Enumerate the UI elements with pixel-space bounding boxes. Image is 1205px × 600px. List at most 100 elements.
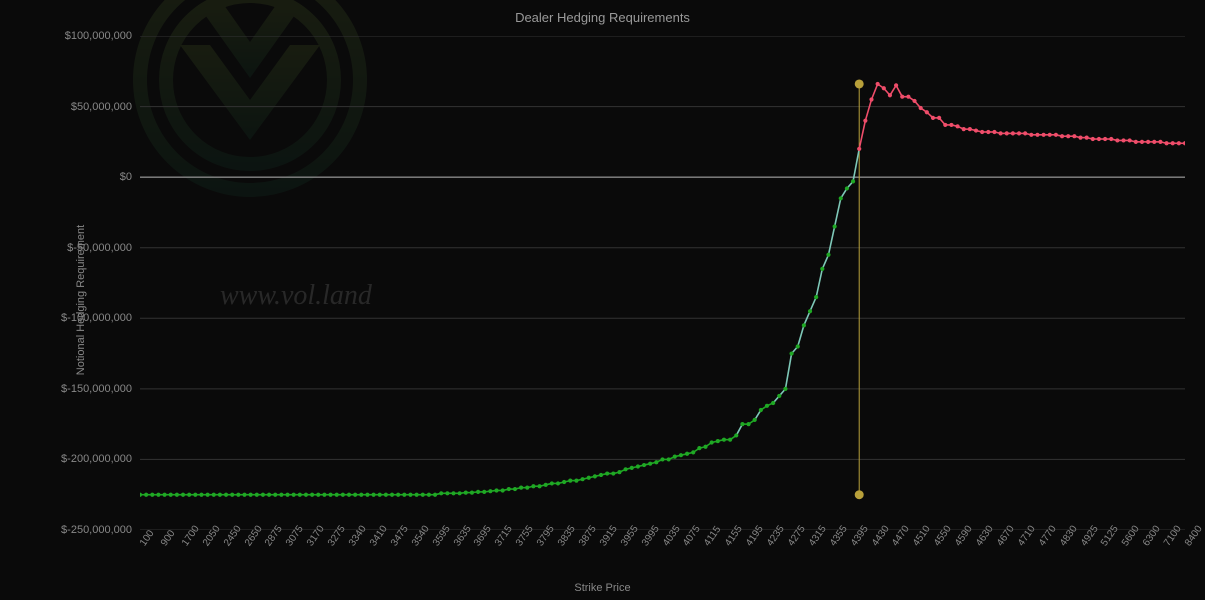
data-point[interactable] bbox=[421, 493, 425, 497]
data-point[interactable] bbox=[335, 493, 339, 497]
data-point[interactable] bbox=[488, 489, 492, 493]
data-point[interactable] bbox=[1085, 136, 1089, 140]
plot-area[interactable] bbox=[140, 36, 1185, 530]
data-point[interactable] bbox=[710, 440, 714, 444]
data-point[interactable] bbox=[568, 479, 572, 483]
data-point[interactable] bbox=[599, 473, 603, 477]
data-point[interactable] bbox=[1121, 138, 1125, 142]
data-point[interactable] bbox=[206, 493, 210, 497]
data-point[interactable] bbox=[1042, 133, 1046, 137]
data-point[interactable] bbox=[1171, 141, 1175, 145]
data-point[interactable] bbox=[943, 123, 947, 127]
data-point[interactable] bbox=[316, 493, 320, 497]
data-point[interactable] bbox=[605, 471, 609, 475]
data-point[interactable] bbox=[1035, 133, 1039, 137]
data-point[interactable] bbox=[310, 493, 314, 497]
data-point[interactable] bbox=[740, 422, 744, 426]
data-point[interactable] bbox=[328, 493, 332, 497]
data-point[interactable] bbox=[169, 493, 173, 497]
data-point[interactable] bbox=[974, 128, 978, 132]
data-point[interactable] bbox=[912, 99, 916, 103]
data-point[interactable] bbox=[224, 493, 228, 497]
data-point[interactable] bbox=[703, 445, 707, 449]
data-point[interactable] bbox=[255, 493, 259, 497]
data-point[interactable] bbox=[630, 466, 634, 470]
data-point[interactable] bbox=[445, 491, 449, 495]
data-point[interactable] bbox=[900, 95, 904, 99]
data-point[interactable] bbox=[267, 493, 271, 497]
data-point[interactable] bbox=[236, 493, 240, 497]
data-point[interactable] bbox=[1072, 134, 1076, 138]
data-point[interactable] bbox=[587, 476, 591, 480]
data-point[interactable] bbox=[408, 493, 412, 497]
data-point[interactable] bbox=[396, 493, 400, 497]
data-point[interactable] bbox=[796, 344, 800, 348]
data-point[interactable] bbox=[1134, 140, 1138, 144]
data-point[interactable] bbox=[998, 131, 1002, 135]
data-point[interactable] bbox=[814, 295, 818, 299]
data-point[interactable] bbox=[458, 491, 462, 495]
data-point[interactable] bbox=[1029, 133, 1033, 137]
data-point[interactable] bbox=[617, 470, 621, 474]
data-point[interactable] bbox=[187, 493, 191, 497]
data-point[interactable] bbox=[537, 484, 541, 488]
data-point[interactable] bbox=[765, 404, 769, 408]
data-point[interactable] bbox=[826, 253, 830, 257]
data-point[interactable] bbox=[556, 481, 560, 485]
data-point[interactable] bbox=[550, 481, 554, 485]
data-point[interactable] bbox=[691, 450, 695, 454]
data-point[interactable] bbox=[869, 97, 873, 101]
data-point[interactable] bbox=[808, 309, 812, 313]
data-point[interactable] bbox=[1140, 140, 1144, 144]
data-point[interactable] bbox=[273, 493, 277, 497]
data-point[interactable] bbox=[1097, 137, 1101, 141]
data-point[interactable] bbox=[390, 493, 394, 497]
data-point[interactable] bbox=[679, 453, 683, 457]
data-point[interactable] bbox=[1103, 137, 1107, 141]
data-point[interactable] bbox=[1128, 138, 1132, 142]
data-point[interactable] bbox=[857, 147, 861, 151]
data-point[interactable] bbox=[593, 474, 597, 478]
data-point[interactable] bbox=[470, 490, 474, 494]
data-point[interactable] bbox=[574, 479, 578, 483]
data-point[interactable] bbox=[476, 490, 480, 494]
data-point[interactable] bbox=[519, 486, 523, 490]
data-point[interactable] bbox=[562, 480, 566, 484]
data-point[interactable] bbox=[1078, 136, 1082, 140]
data-point[interactable] bbox=[371, 493, 375, 497]
data-point[interactable] bbox=[654, 460, 658, 464]
data-point[interactable] bbox=[1115, 138, 1119, 142]
data-point[interactable] bbox=[777, 394, 781, 398]
data-point[interactable] bbox=[833, 224, 837, 228]
data-point[interactable] bbox=[230, 493, 234, 497]
data-point[interactable] bbox=[783, 387, 787, 391]
data-point[interactable] bbox=[611, 471, 615, 475]
data-point[interactable] bbox=[986, 130, 990, 134]
data-point[interactable] bbox=[955, 124, 959, 128]
data-point[interactable] bbox=[439, 491, 443, 495]
data-point[interactable] bbox=[415, 493, 419, 497]
data-point[interactable] bbox=[906, 95, 910, 99]
data-point[interactable] bbox=[968, 127, 972, 131]
data-point[interactable] bbox=[341, 493, 345, 497]
data-point[interactable] bbox=[660, 457, 664, 461]
data-point[interactable] bbox=[322, 493, 326, 497]
data-point[interactable] bbox=[863, 119, 867, 123]
data-point[interactable] bbox=[365, 493, 369, 497]
data-point[interactable] bbox=[882, 86, 886, 90]
data-point[interactable] bbox=[728, 438, 732, 442]
data-point[interactable] bbox=[1011, 131, 1015, 135]
data-point[interactable] bbox=[1017, 131, 1021, 135]
data-point[interactable] bbox=[402, 493, 406, 497]
data-point[interactable] bbox=[1109, 137, 1113, 141]
data-point[interactable] bbox=[544, 483, 548, 487]
data-point[interactable] bbox=[759, 408, 763, 412]
data-point[interactable] bbox=[789, 351, 793, 355]
data-point[interactable] bbox=[1054, 133, 1058, 137]
data-point[interactable] bbox=[156, 493, 160, 497]
data-point[interactable] bbox=[771, 401, 775, 405]
data-point[interactable] bbox=[925, 110, 929, 114]
data-point[interactable] bbox=[888, 93, 892, 97]
data-point[interactable] bbox=[140, 493, 142, 497]
data-point[interactable] bbox=[1060, 134, 1064, 138]
